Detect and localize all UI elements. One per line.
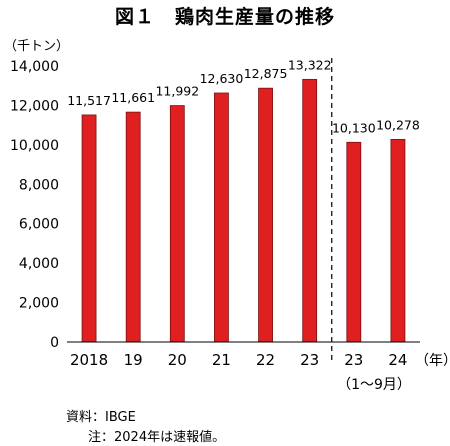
y-tick-label: 12,000 [10,98,59,114]
y-tick-label: 6,000 [19,217,59,233]
y-tick-label: 8,000 [19,177,59,193]
x-tick-label: 21 [212,351,231,369]
x-tick-label: 20 [168,351,187,369]
y-tick-label: 0 [50,335,59,351]
bar-value-label: 11,661 [111,90,155,105]
bar [258,87,273,343]
y-axis-label: （千トン） [4,39,69,54]
y-tick-label: 10,000 [10,138,59,154]
footnote: 注：2024年は速報値。 [88,430,226,445]
bar-value-label: 11,992 [155,84,199,99]
x-tick-label: 19 [124,351,143,369]
bar-value-label: 10,278 [376,117,420,132]
chart-title: 図１ 鶏肉生産量の推移 [114,6,335,28]
bar [214,92,229,343]
y-tick-label: 4,000 [19,256,59,272]
bar-value-label: 11,517 [67,93,111,108]
bar [81,114,97,343]
x-tick-label: 24 [388,351,407,369]
x-tick-label: 23 [344,351,363,369]
y-tick-label: 2,000 [19,296,59,312]
y-tick-label: 14,000 [10,59,59,75]
bar [169,105,185,343]
x-axis-label: （年） [415,353,450,369]
source-note: 資料：IBGE [66,410,136,425]
bar-value-label: 10,130 [332,120,376,135]
x-tick-label: 22 [256,351,275,369]
bar-value-label: 12,875 [244,66,288,81]
bar-value-label: 12,630 [200,71,244,86]
bar [346,141,362,343]
bar [302,78,318,343]
bar [390,138,406,343]
bar-value-label: 13,322 [288,57,332,72]
x-tick-label: 23 [300,351,319,369]
period-sublabel: （1～9月） [337,377,411,393]
x-tick-label: 2018 [70,351,108,369]
bar [125,111,141,343]
